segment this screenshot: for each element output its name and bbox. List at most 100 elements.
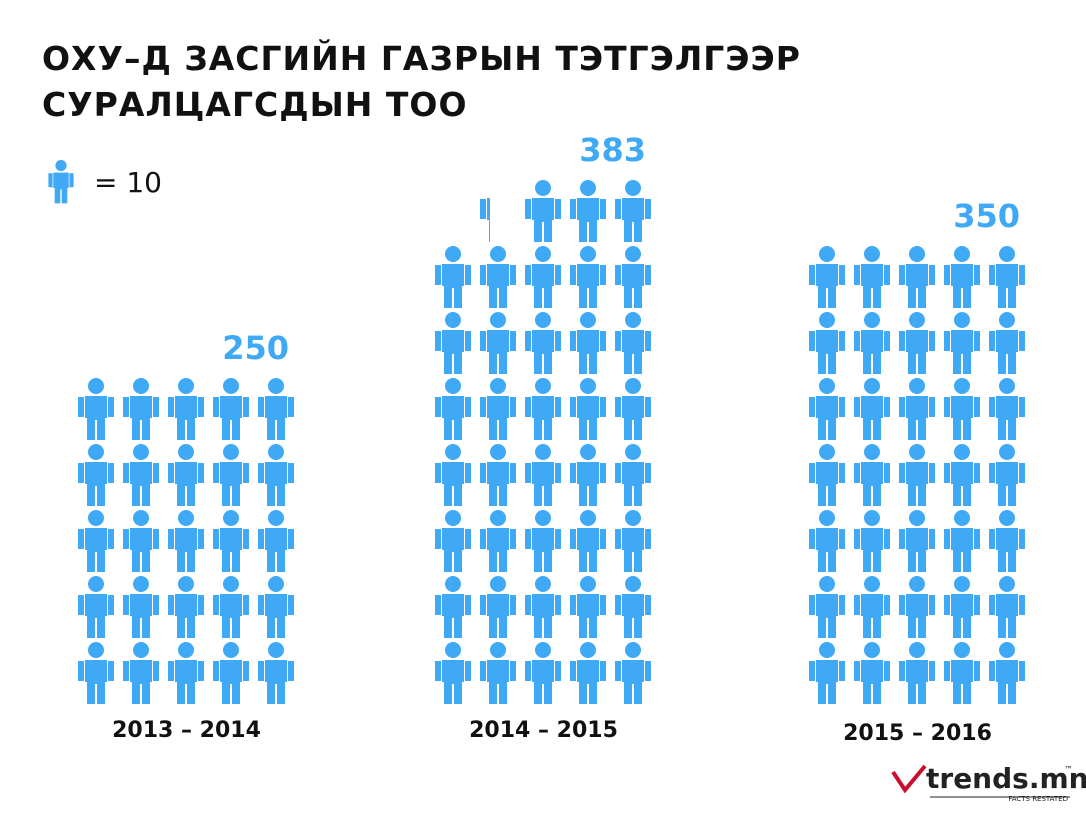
person-icon — [944, 378, 980, 440]
person-icon — [809, 510, 845, 572]
person-icon — [78, 510, 114, 572]
person-icon — [899, 246, 935, 308]
person-icon — [168, 378, 204, 440]
person-icon — [989, 246, 1025, 308]
person-icon — [944, 576, 980, 638]
value-label: 350 — [953, 197, 1020, 235]
person-icon — [168, 444, 204, 506]
person-icon — [258, 378, 294, 440]
person-icon — [899, 444, 935, 506]
person-icon — [435, 642, 471, 704]
person-icon — [435, 246, 471, 308]
person-icon — [123, 576, 159, 638]
person-icon — [258, 576, 294, 638]
person-icon — [854, 510, 890, 572]
person-icon — [168, 642, 204, 704]
person-icon — [854, 642, 890, 704]
person-icon — [213, 510, 249, 572]
person-icon — [123, 378, 159, 440]
category-label: 2014 – 2015 — [469, 718, 618, 743]
person-icon — [213, 642, 249, 704]
person-icon — [123, 642, 159, 704]
person-icon — [480, 378, 516, 440]
person-icon — [570, 246, 606, 308]
person-icon — [258, 642, 294, 704]
person-icon — [570, 642, 606, 704]
logo: trends.mn ™ FACTS RESTATED — [891, 762, 1086, 803]
person-icon — [615, 576, 651, 638]
person-icon — [615, 378, 651, 440]
person-icon — [480, 576, 516, 638]
person-icon — [570, 444, 606, 506]
person-icon — [944, 444, 980, 506]
person-icon — [989, 378, 1025, 440]
person-icon — [480, 312, 516, 374]
logo-check — [891, 764, 927, 794]
person-icon — [615, 642, 651, 704]
logo-trademark: ™ — [1064, 766, 1073, 776]
person-icon — [480, 642, 516, 704]
person-icon — [258, 510, 294, 572]
person-icon — [168, 510, 204, 572]
person-icon — [615, 510, 651, 572]
person-icon — [615, 444, 651, 506]
person-icon — [944, 312, 980, 374]
value-label: 250 — [222, 329, 289, 367]
person-icon — [480, 246, 516, 308]
person-icon — [944, 510, 980, 572]
person-icon — [615, 180, 651, 242]
person-icon — [480, 510, 516, 572]
person-icon — [989, 312, 1025, 374]
person-icon — [213, 378, 249, 440]
person-icon — [989, 642, 1025, 704]
value-label: 383 — [579, 131, 646, 169]
person-icon — [480, 444, 516, 506]
logo-text: trends.mn — [926, 762, 1086, 795]
category-label: 2015 – 2016 — [843, 721, 992, 746]
person-icon — [899, 642, 935, 704]
person-icon — [570, 510, 606, 572]
person-icon — [570, 312, 606, 374]
person-icon — [525, 510, 561, 572]
person-icon — [570, 180, 606, 242]
person-icon — [525, 180, 561, 242]
person-icon — [944, 246, 980, 308]
person-icon — [435, 312, 471, 374]
person-icon — [123, 444, 159, 506]
person-icon — [570, 378, 606, 440]
person-icon — [435, 378, 471, 440]
person-icon — [809, 312, 845, 374]
person-icon — [168, 576, 204, 638]
person-icon — [899, 378, 935, 440]
person-icon — [435, 444, 471, 506]
person-icon — [78, 642, 114, 704]
person-icon — [809, 444, 845, 506]
person-icon — [899, 312, 935, 374]
person-icon — [78, 378, 114, 440]
person-icon — [525, 444, 561, 506]
person-icon — [123, 510, 159, 572]
person-icon — [435, 510, 471, 572]
person-icon — [809, 576, 845, 638]
person-icon — [944, 642, 980, 704]
person-icon — [615, 246, 651, 308]
chart-title: ОХУ–Д ЗАСГИЙН ГАЗРЫН ТЭТГЭЛГЭЭР СУРАЛЦАГ… — [42, 39, 801, 124]
logo-tagline: FACTS RESTATED — [1008, 795, 1068, 803]
legend-icon — [48, 160, 74, 204]
person-icon — [570, 576, 606, 638]
person-icon — [899, 510, 935, 572]
person-icon — [78, 576, 114, 638]
person-icon — [899, 576, 935, 638]
person-icon — [989, 444, 1025, 506]
person-icon — [615, 312, 651, 374]
person-icon — [854, 312, 890, 374]
person-icon — [213, 576, 249, 638]
person-icon — [809, 246, 845, 308]
person-icon — [525, 246, 561, 308]
person-icon — [525, 642, 561, 704]
person-icon — [854, 378, 890, 440]
person-icon — [809, 378, 845, 440]
person-icon — [525, 312, 561, 374]
